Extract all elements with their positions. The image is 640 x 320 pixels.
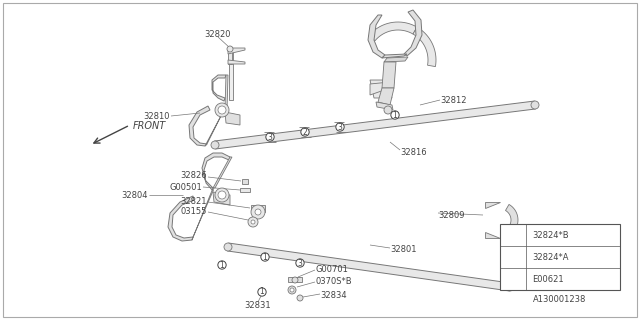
Text: 32804: 32804 bbox=[122, 190, 148, 199]
Text: 32824*B: 32824*B bbox=[532, 230, 568, 239]
Circle shape bbox=[215, 103, 229, 117]
Text: 1: 1 bbox=[220, 260, 225, 269]
Circle shape bbox=[510, 231, 518, 239]
Polygon shape bbox=[376, 102, 393, 110]
Text: 32809: 32809 bbox=[438, 211, 465, 220]
Text: 32834: 32834 bbox=[320, 291, 347, 300]
Polygon shape bbox=[384, 57, 408, 62]
Text: 32821: 32821 bbox=[180, 197, 207, 206]
FancyBboxPatch shape bbox=[500, 224, 620, 290]
Circle shape bbox=[258, 288, 266, 296]
Circle shape bbox=[510, 275, 518, 283]
Polygon shape bbox=[369, 22, 417, 41]
Circle shape bbox=[218, 261, 226, 269]
Polygon shape bbox=[213, 192, 230, 205]
Polygon shape bbox=[413, 27, 436, 67]
Polygon shape bbox=[213, 157, 232, 188]
Polygon shape bbox=[368, 15, 385, 58]
Circle shape bbox=[261, 253, 269, 261]
Circle shape bbox=[218, 106, 226, 114]
Text: 0370S*B: 0370S*B bbox=[315, 277, 351, 286]
Polygon shape bbox=[404, 10, 422, 56]
Text: FRONT: FRONT bbox=[133, 121, 166, 131]
Text: 32820: 32820 bbox=[205, 29, 231, 38]
Polygon shape bbox=[240, 188, 250, 192]
Text: A130001238: A130001238 bbox=[533, 295, 587, 305]
Polygon shape bbox=[378, 88, 394, 105]
Text: 3: 3 bbox=[511, 230, 516, 239]
Polygon shape bbox=[251, 205, 265, 212]
Polygon shape bbox=[227, 243, 511, 291]
Polygon shape bbox=[168, 196, 194, 241]
Text: 32816: 32816 bbox=[400, 148, 427, 156]
Circle shape bbox=[301, 128, 309, 136]
Circle shape bbox=[297, 295, 303, 301]
Polygon shape bbox=[382, 62, 396, 88]
Circle shape bbox=[531, 101, 539, 109]
Circle shape bbox=[336, 123, 344, 131]
Text: 1: 1 bbox=[262, 252, 268, 261]
Polygon shape bbox=[382, 54, 407, 58]
Polygon shape bbox=[212, 75, 226, 101]
Circle shape bbox=[224, 243, 232, 251]
Circle shape bbox=[296, 259, 304, 267]
Text: 03155: 03155 bbox=[180, 207, 207, 217]
Polygon shape bbox=[189, 106, 210, 146]
Circle shape bbox=[227, 46, 233, 52]
Circle shape bbox=[266, 133, 274, 141]
Circle shape bbox=[251, 220, 255, 224]
Polygon shape bbox=[485, 232, 500, 238]
Circle shape bbox=[248, 217, 258, 227]
Polygon shape bbox=[192, 188, 213, 240]
Polygon shape bbox=[228, 60, 245, 64]
Text: G00501: G00501 bbox=[169, 182, 202, 191]
Text: 1: 1 bbox=[511, 275, 516, 284]
Text: 3: 3 bbox=[337, 123, 342, 132]
Polygon shape bbox=[228, 48, 245, 54]
Text: 3: 3 bbox=[298, 259, 303, 268]
Polygon shape bbox=[214, 101, 536, 149]
Polygon shape bbox=[370, 82, 390, 95]
Polygon shape bbox=[205, 108, 225, 146]
Circle shape bbox=[215, 188, 229, 202]
Polygon shape bbox=[370, 80, 392, 98]
Polygon shape bbox=[288, 277, 302, 282]
Circle shape bbox=[506, 283, 514, 291]
Circle shape bbox=[288, 286, 296, 294]
Text: 1: 1 bbox=[260, 287, 264, 297]
Text: 32826: 32826 bbox=[180, 171, 207, 180]
Polygon shape bbox=[229, 48, 233, 100]
Text: 32812: 32812 bbox=[440, 95, 467, 105]
Polygon shape bbox=[506, 204, 518, 236]
Circle shape bbox=[510, 253, 518, 261]
Text: 3: 3 bbox=[268, 132, 273, 141]
Text: E00621: E00621 bbox=[532, 275, 564, 284]
Polygon shape bbox=[225, 112, 240, 125]
Text: 32801: 32801 bbox=[390, 245, 417, 254]
Text: 2: 2 bbox=[303, 127, 307, 137]
Polygon shape bbox=[485, 202, 500, 208]
Circle shape bbox=[218, 191, 226, 199]
Circle shape bbox=[384, 106, 392, 114]
Polygon shape bbox=[228, 48, 232, 64]
Text: 32831: 32831 bbox=[244, 300, 271, 309]
Text: 1: 1 bbox=[392, 110, 397, 119]
Circle shape bbox=[255, 209, 261, 215]
Polygon shape bbox=[202, 153, 230, 191]
Polygon shape bbox=[242, 179, 248, 184]
Circle shape bbox=[211, 141, 219, 149]
Polygon shape bbox=[225, 75, 228, 110]
Text: 2: 2 bbox=[511, 252, 516, 261]
Circle shape bbox=[391, 111, 399, 119]
Circle shape bbox=[251, 205, 265, 219]
Text: 32824*A: 32824*A bbox=[532, 252, 568, 261]
Circle shape bbox=[290, 288, 294, 292]
Circle shape bbox=[292, 277, 298, 283]
Text: G00701: G00701 bbox=[315, 266, 348, 275]
Text: 32810: 32810 bbox=[143, 111, 170, 121]
